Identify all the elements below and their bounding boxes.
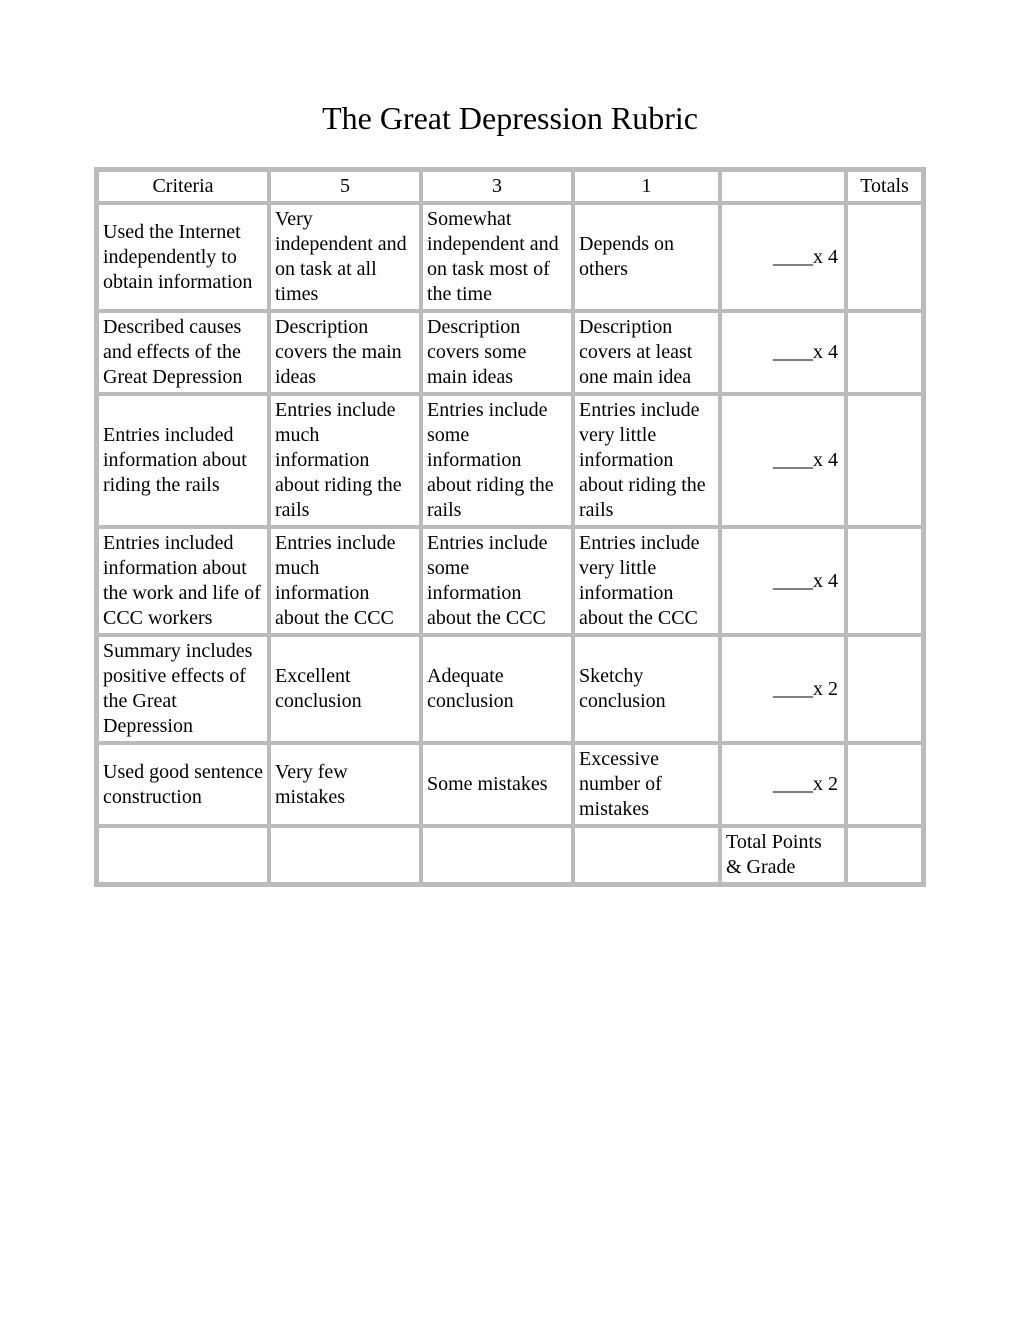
cell-totals (847, 312, 922, 393)
cell-mult: ____x 4 (721, 312, 845, 393)
header-5: 5 (270, 171, 420, 202)
cell-1: Entries include very little information … (574, 395, 719, 526)
cell-1: Sketchy conclusion (574, 636, 719, 742)
footer-empty (270, 827, 420, 883)
cell-1: Description covers at least one main ide… (574, 312, 719, 393)
cell-3: Description covers some main ideas (422, 312, 572, 393)
footer-total (847, 827, 922, 883)
cell-mult: ____x 4 (721, 395, 845, 526)
table-row: Entries included information about the w… (98, 528, 922, 634)
cell-3: Some mistakes (422, 744, 572, 825)
cell-totals (847, 204, 922, 310)
cell-criteria: Described causes and effects of the Grea… (98, 312, 268, 393)
table-header-row: Criteria 5 3 1 Totals (98, 171, 922, 202)
cell-5: Very independent and on task at all time… (270, 204, 420, 310)
cell-5: Very few mistakes (270, 744, 420, 825)
footer-empty (422, 827, 572, 883)
table-row: Entries included information about ridin… (98, 395, 922, 526)
cell-5: Entries include much information about r… (270, 395, 420, 526)
header-criteria: Criteria (98, 171, 268, 202)
cell-mult: ____x 4 (721, 204, 845, 310)
header-3: 3 (422, 171, 572, 202)
cell-criteria: Used good sentence construction (98, 744, 268, 825)
cell-totals (847, 636, 922, 742)
footer-empty (574, 827, 719, 883)
cell-1: Excessive number of mistakes (574, 744, 719, 825)
cell-1: Entries include very little information … (574, 528, 719, 634)
page-title: The Great Depression Rubric (20, 100, 1000, 137)
cell-mult: ____x 2 (721, 636, 845, 742)
cell-3: Somewhat independent and on task most of… (422, 204, 572, 310)
table-row: Used good sentence construction Very few… (98, 744, 922, 825)
cell-totals (847, 395, 922, 526)
cell-criteria: Entries included information about ridin… (98, 395, 268, 526)
cell-5: Excellent conclusion (270, 636, 420, 742)
cell-totals (847, 528, 922, 634)
header-1: 1 (574, 171, 719, 202)
header-mult (721, 171, 845, 202)
cell-mult: ____x 2 (721, 744, 845, 825)
table-row: Used the Internet independently to obtai… (98, 204, 922, 310)
table-footer-row: Total Points & Grade (98, 827, 922, 883)
cell-totals (847, 744, 922, 825)
cell-criteria: Summary includes positive effects of the… (98, 636, 268, 742)
cell-criteria: Entries included information about the w… (98, 528, 268, 634)
footer-label: Total Points & Grade (721, 827, 845, 883)
cell-5: Description covers the main ideas (270, 312, 420, 393)
cell-3: Entries include some information about r… (422, 395, 572, 526)
rubric-table: Criteria 5 3 1 Totals Used the Internet … (94, 167, 926, 887)
cell-1: Depends on others (574, 204, 719, 310)
cell-5: Entries include much information about t… (270, 528, 420, 634)
cell-3: Adequate conclusion (422, 636, 572, 742)
cell-3: Entries include some information about t… (422, 528, 572, 634)
header-totals: Totals (847, 171, 922, 202)
cell-mult: ____x 4 (721, 528, 845, 634)
table-row: Described causes and effects of the Grea… (98, 312, 922, 393)
table-row: Summary includes positive effects of the… (98, 636, 922, 742)
cell-criteria: Used the Internet independently to obtai… (98, 204, 268, 310)
footer-empty (98, 827, 268, 883)
